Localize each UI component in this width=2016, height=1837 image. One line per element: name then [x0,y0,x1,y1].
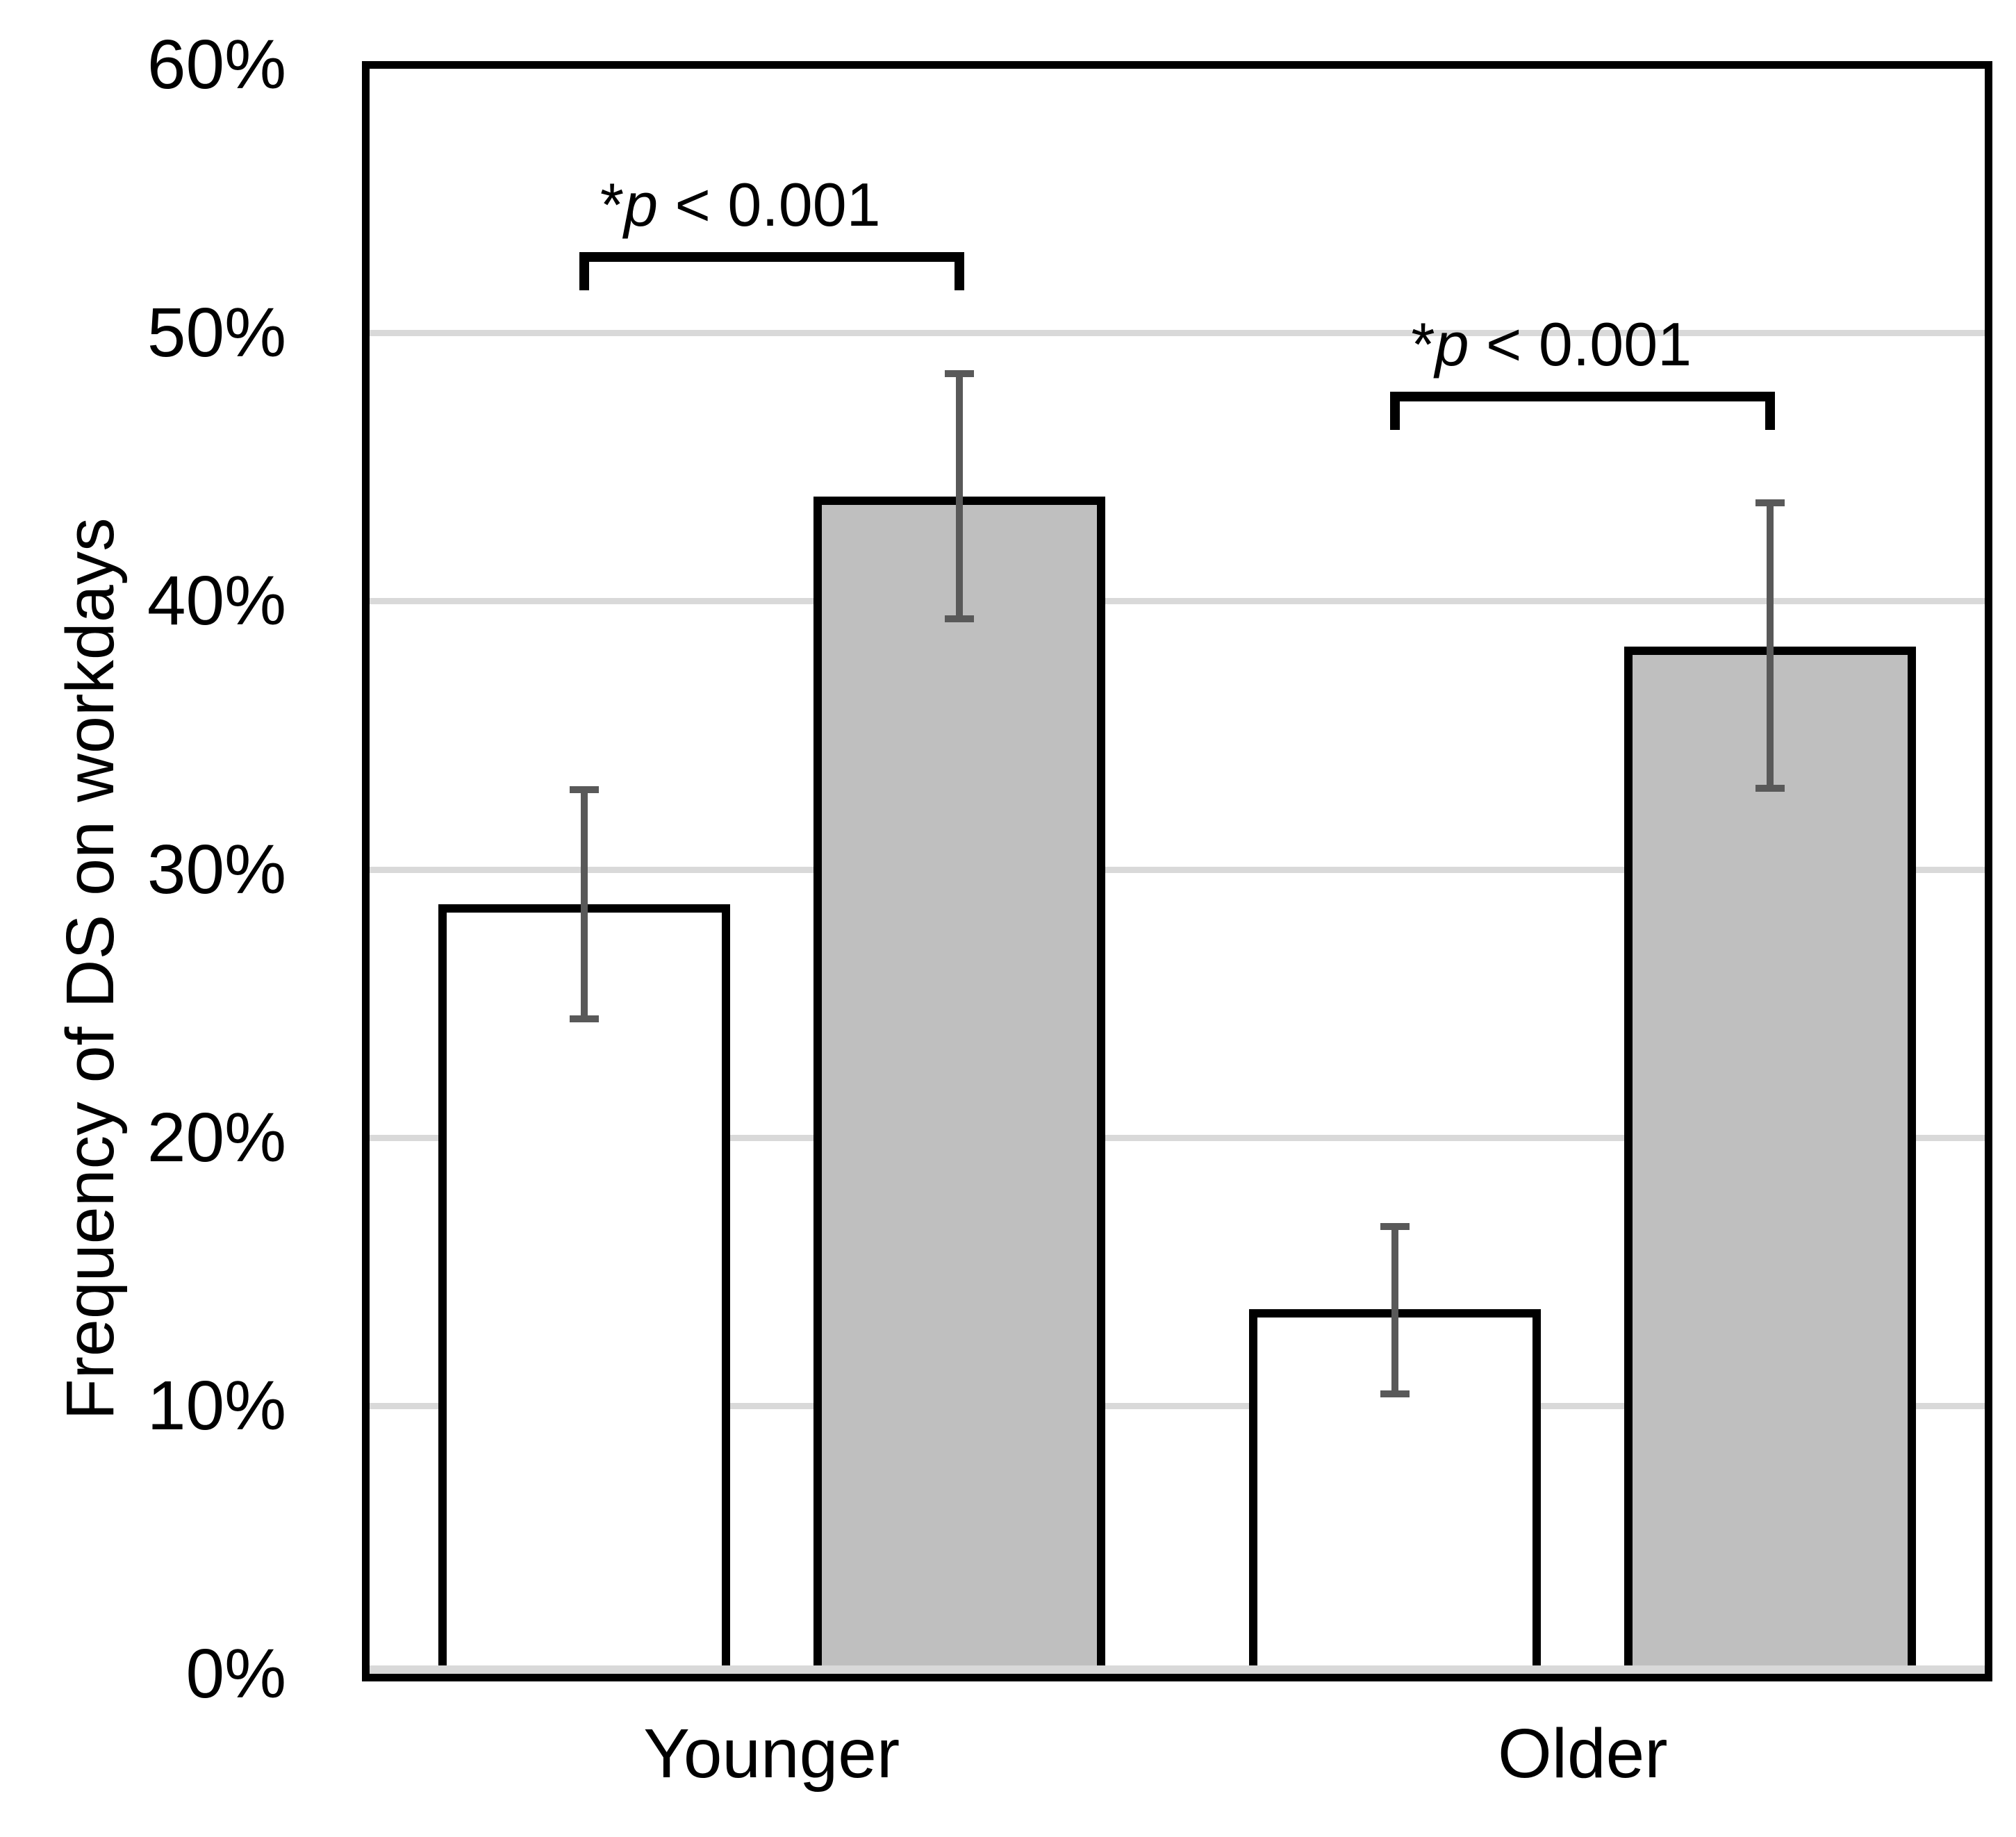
significance-label-younger: *p < 0.001 [600,170,881,240]
error-bar-cap-top [944,370,974,378]
error-bar-cap-top [1755,499,1785,506]
significance-star: * [600,170,625,240]
gridline-10 [370,1402,1985,1409]
error-bar-line [1767,499,1774,792]
significance-label-older: *p < 0.001 [1411,310,1692,379]
significance-p-value: < 0.001 [658,170,881,240]
y-tick-label-60: 60% [147,26,286,103]
category-label-younger: Younger [643,1715,900,1793]
y-axis-title: Frequency of DS on workdays [52,517,128,1420]
y-tick-label-30: 30% [147,830,286,908]
bar-older-gray-bar [1624,646,1917,1674]
error-bar-cap-bottom [1755,784,1785,792]
x-axis-line [370,1665,1985,1674]
y-tick-label-40: 40% [147,562,286,640]
error-bar-line [1391,1223,1399,1398]
error-bar-cap-bottom [569,1015,599,1022]
error-bar-cap-bottom [1380,1390,1410,1398]
plot-area [362,61,1992,1681]
gridline-30 [370,866,1985,873]
y-tick-label-20: 20% [147,1098,286,1177]
y-tick-label-0: 0% [185,1635,286,1713]
error-bar-line [580,785,588,1022]
significance-star: * [1411,310,1435,379]
significance-p-value: < 0.001 [1469,310,1692,379]
y-tick-label-50: 50% [147,294,286,372]
significance-p-variable: p [624,170,659,240]
gridline-40 [370,598,1985,605]
error-bar-cap-top [569,785,599,793]
gridline-20 [370,1134,1985,1141]
error-bar-cap-bottom [944,615,974,623]
error-bar-line [955,370,963,623]
y-tick-label-10: 10% [147,1366,286,1445]
significance-p-variable: p [1435,310,1469,379]
bar-younger-gray-bar [813,496,1105,1674]
significance-bracket-younger [579,252,964,291]
category-label-older: Older [1497,1715,1668,1793]
error-bar-cap-top [1380,1223,1410,1231]
gridline-50 [370,330,1985,337]
significance-bracket-older [1390,392,1776,431]
bar-younger-white-bar [438,904,730,1674]
